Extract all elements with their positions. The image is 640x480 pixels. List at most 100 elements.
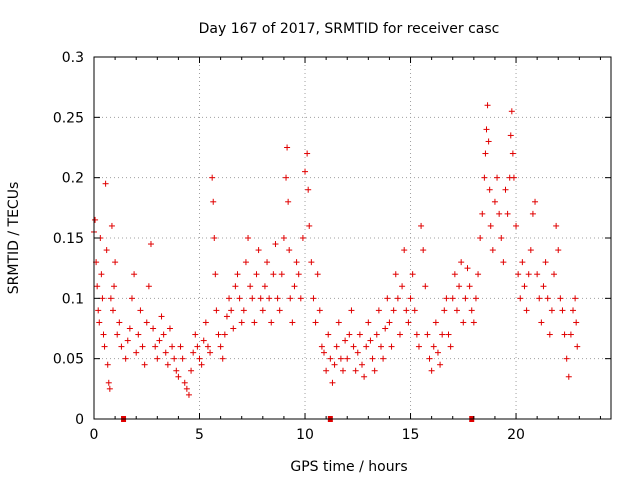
data-point bbox=[464, 265, 471, 272]
data-point bbox=[198, 361, 205, 368]
data-point bbox=[141, 361, 148, 368]
data-point bbox=[183, 385, 190, 392]
data-point bbox=[312, 319, 319, 326]
data-point bbox=[361, 373, 368, 380]
data-point bbox=[481, 174, 488, 181]
data-point bbox=[489, 247, 496, 254]
data-point bbox=[308, 259, 315, 266]
plot-frame bbox=[93, 56, 612, 420]
data-point bbox=[348, 307, 355, 314]
data-point bbox=[261, 283, 268, 290]
data-point bbox=[289, 319, 296, 326]
data-point bbox=[316, 307, 323, 314]
data-point bbox=[302, 168, 309, 175]
data-point bbox=[411, 307, 418, 314]
data-point bbox=[445, 331, 452, 338]
data-point bbox=[534, 271, 541, 278]
data-point bbox=[439, 331, 446, 338]
data-point bbox=[145, 283, 152, 290]
data-point bbox=[382, 325, 389, 332]
data-point bbox=[386, 319, 393, 326]
data-point bbox=[305, 186, 312, 193]
data-point bbox=[173, 367, 180, 374]
data-point bbox=[479, 210, 486, 217]
y-tick-label: 0.05 bbox=[53, 352, 84, 368]
y-axis-label: SRMTID / TECUs bbox=[6, 182, 22, 295]
data-point bbox=[342, 337, 349, 344]
data-point bbox=[104, 361, 111, 368]
data-point bbox=[221, 331, 228, 338]
data-point bbox=[116, 319, 123, 326]
data-point bbox=[105, 379, 112, 386]
chart-title: Day 167 of 2017, SRMTID for receiver cas… bbox=[199, 21, 500, 37]
data-point bbox=[470, 319, 477, 326]
data-point bbox=[171, 355, 178, 362]
data-point bbox=[508, 108, 515, 115]
data-point bbox=[147, 241, 154, 248]
data-point bbox=[392, 271, 399, 278]
data-point bbox=[131, 271, 138, 278]
data-point bbox=[102, 180, 109, 187]
data-point bbox=[384, 295, 391, 302]
data-point bbox=[447, 343, 454, 350]
data-point bbox=[228, 307, 235, 314]
data-point bbox=[245, 235, 252, 241]
data-point bbox=[327, 355, 334, 362]
data-point bbox=[555, 247, 562, 254]
data-point bbox=[356, 331, 363, 338]
data-point bbox=[413, 331, 420, 338]
data-point bbox=[574, 343, 581, 350]
data-point bbox=[185, 391, 192, 398]
data-point bbox=[139, 343, 146, 350]
data-point bbox=[106, 385, 113, 392]
data-point bbox=[232, 283, 239, 290]
y-tick-label: 0.25 bbox=[53, 110, 84, 126]
data-point bbox=[212, 271, 219, 278]
data-point bbox=[519, 259, 526, 266]
data-point bbox=[238, 319, 245, 326]
data-point bbox=[285, 198, 292, 205]
data-point bbox=[443, 295, 450, 302]
data-point bbox=[166, 325, 173, 332]
data-point bbox=[451, 271, 458, 278]
data-point bbox=[215, 331, 222, 338]
data-point bbox=[278, 271, 285, 278]
data-point bbox=[377, 343, 384, 350]
x-tick-label: 5 bbox=[195, 427, 204, 443]
data-point bbox=[299, 235, 306, 241]
data-point bbox=[122, 355, 129, 362]
data-point bbox=[175, 373, 182, 380]
data-point bbox=[502, 186, 509, 193]
data-point bbox=[507, 132, 514, 139]
data-point bbox=[428, 367, 435, 374]
data-point bbox=[350, 343, 357, 350]
grid-lines bbox=[94, 57, 611, 419]
data-point bbox=[331, 361, 338, 368]
data-point bbox=[399, 283, 406, 290]
data-point bbox=[363, 343, 370, 350]
data-point bbox=[179, 355, 186, 362]
data-point bbox=[415, 343, 422, 350]
data-point bbox=[107, 295, 114, 302]
data-point bbox=[458, 259, 465, 266]
data-point bbox=[304, 150, 311, 157]
data-point bbox=[293, 259, 300, 266]
data-point bbox=[405, 319, 412, 326]
data-point bbox=[128, 295, 135, 302]
data-point bbox=[333, 343, 340, 350]
data-point bbox=[318, 343, 325, 350]
data-point bbox=[358, 361, 365, 368]
data-point bbox=[430, 343, 437, 350]
data-point bbox=[340, 367, 347, 374]
data-point bbox=[137, 307, 144, 314]
data-point bbox=[335, 319, 342, 326]
data-point bbox=[418, 222, 425, 229]
data-point bbox=[99, 295, 106, 302]
data-point bbox=[207, 349, 214, 356]
data-point bbox=[200, 337, 207, 344]
data-point bbox=[394, 295, 401, 302]
data-point bbox=[453, 307, 460, 314]
data-point bbox=[259, 307, 266, 314]
data-point bbox=[98, 271, 105, 278]
data-point bbox=[483, 126, 490, 133]
